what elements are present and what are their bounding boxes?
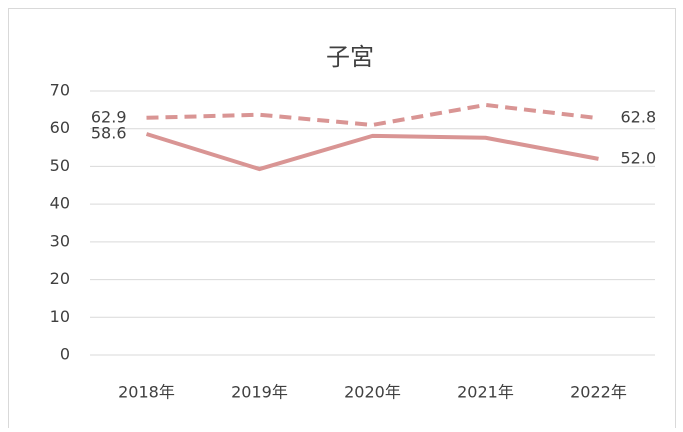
y-tick-label: 40 — [50, 194, 70, 213]
data-label: 52.0 — [621, 148, 657, 167]
y-tick-label: 0 — [60, 345, 70, 364]
x-tick-label: 2020年 — [344, 383, 401, 402]
y-tick-label: 30 — [50, 231, 70, 250]
chart-title: 子宮 — [326, 43, 374, 71]
chart-frame — [8, 8, 676, 432]
x-tick-label: 2019年 — [231, 383, 288, 402]
data-label: 62.9 — [91, 107, 127, 126]
y-tick-label: 50 — [50, 156, 70, 175]
data-label: 58.6 — [91, 123, 127, 142]
data-label: 62.8 — [621, 108, 657, 127]
y-tick-label: 60 — [50, 118, 70, 137]
x-tick-label: 2018年 — [118, 383, 175, 402]
x-tick-label: 2022年 — [570, 383, 627, 402]
y-tick-label: 10 — [50, 307, 70, 326]
series-line — [145, 132, 599, 172]
x-tick-label: 2021年 — [457, 383, 514, 402]
y-tick-label: 70 — [50, 81, 70, 100]
y-tick-label: 20 — [50, 269, 70, 288]
